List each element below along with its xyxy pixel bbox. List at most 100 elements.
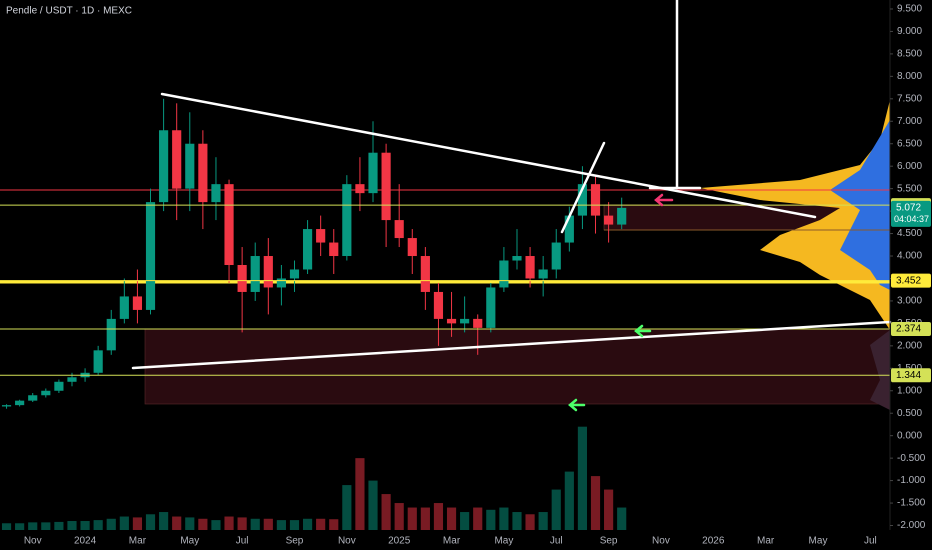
volume-bar xyxy=(119,516,129,530)
candle-body xyxy=(564,215,574,243)
candle-body xyxy=(211,184,221,203)
arrow xyxy=(654,193,674,207)
volume-bar xyxy=(145,514,156,530)
y-tick-label: 4.500 xyxy=(897,228,922,239)
trendline xyxy=(160,92,817,219)
volume-bar xyxy=(159,512,169,530)
x-tick-label: Sep xyxy=(286,536,304,547)
candle-body xyxy=(617,207,627,225)
volume-bar xyxy=(381,494,391,530)
candle-body xyxy=(93,350,103,373)
zone xyxy=(144,328,891,405)
arrow xyxy=(568,398,586,412)
x-tick-label: 2025 xyxy=(388,536,411,547)
x-tick-label: Nov xyxy=(338,536,356,547)
drawings xyxy=(0,100,891,410)
price-badge xyxy=(891,322,931,337)
price-badge xyxy=(891,368,931,383)
x-tick-label: Nov xyxy=(652,536,670,547)
volume-bar xyxy=(551,489,561,530)
volume-bar xyxy=(263,518,273,530)
volume-bar xyxy=(577,426,588,530)
volume-bar xyxy=(54,521,64,530)
y-tick-label: 2.000 xyxy=(897,340,922,351)
candle-body xyxy=(41,390,51,396)
x-tick-label: Mar xyxy=(757,536,775,547)
y-tick-label: 6.500 xyxy=(897,138,922,149)
volume-bar xyxy=(132,517,143,530)
y-tick-label: 8.000 xyxy=(897,71,922,82)
candle-body xyxy=(54,381,64,391)
price-label: 3.452 xyxy=(896,275,921,286)
candle-body xyxy=(446,318,457,324)
candle-body xyxy=(525,256,535,279)
volume-profile xyxy=(700,100,890,330)
volume-bar xyxy=(28,522,38,530)
candle-body xyxy=(604,215,614,225)
volume-profile xyxy=(870,330,890,410)
arrow xyxy=(634,324,652,338)
candle-body xyxy=(420,256,430,292)
plot xyxy=(0,98,890,530)
x-tick-label: 2026 xyxy=(702,536,725,547)
trendline xyxy=(560,141,606,234)
candle-body xyxy=(577,184,588,216)
volume-bar xyxy=(250,518,260,530)
countdown: 04:04:37 xyxy=(894,214,929,224)
x-tick-label: Mar xyxy=(129,536,147,547)
candle-body xyxy=(316,229,326,243)
candle-body xyxy=(499,260,509,288)
candle-body xyxy=(329,242,339,257)
volume-bar xyxy=(198,518,208,530)
y-tick-label: 9.500 xyxy=(897,4,922,15)
candle-body xyxy=(119,296,129,319)
volume-bar xyxy=(617,507,627,530)
candle-body xyxy=(145,202,156,310)
volume-bar xyxy=(499,507,509,530)
candle-body xyxy=(538,269,548,279)
price-axis: -2.000 -1.500 -1.000 -0.500 0.000 0.500 1.000 1… xyxy=(24,4,931,547)
candle-body xyxy=(590,184,601,216)
volume-bar xyxy=(355,458,365,530)
last-price-label: 5.072 xyxy=(896,203,921,214)
price-label: 1.344 xyxy=(896,370,921,381)
x-tick-label: Nov xyxy=(24,536,42,547)
x-tick-label: Jul xyxy=(236,536,249,547)
volume-bar xyxy=(525,514,535,530)
candle-body xyxy=(185,143,195,189)
price-label: 2.374 xyxy=(896,324,921,335)
volume-bar xyxy=(446,507,457,530)
volume-bar xyxy=(185,517,195,530)
x-tick-label: Sep xyxy=(600,536,618,547)
volume-bar xyxy=(15,523,25,530)
y-tick-label: 4.000 xyxy=(897,251,922,262)
x-tick-label: Jul xyxy=(550,536,563,547)
x-tick-label: May xyxy=(180,536,199,547)
candle-body xyxy=(172,130,182,189)
volume-bar xyxy=(590,476,601,530)
trendline xyxy=(131,320,892,370)
candle-body xyxy=(1,405,12,407)
volume-bar xyxy=(302,518,313,530)
candle-body xyxy=(276,278,286,288)
candle-body xyxy=(381,152,391,221)
volume-bar xyxy=(172,516,182,530)
x-tick-label: Jul xyxy=(864,536,877,547)
y-tick-label: 8.500 xyxy=(897,49,922,60)
volume-bar xyxy=(106,518,116,530)
volume-bar xyxy=(407,507,417,530)
volume-bar xyxy=(486,509,496,530)
candle-body xyxy=(159,130,169,203)
y-tick-label: 1.000 xyxy=(897,385,922,396)
volume-bar xyxy=(237,517,247,530)
zone xyxy=(603,204,841,231)
candle-body xyxy=(106,318,116,351)
candle-body xyxy=(67,377,77,382)
candle-body xyxy=(224,184,234,265)
candle-body xyxy=(355,184,365,194)
volume-bar xyxy=(1,523,12,530)
volume-bar xyxy=(394,503,404,530)
y-tick-label: -1.500 xyxy=(897,498,926,509)
candle-body xyxy=(263,256,273,288)
